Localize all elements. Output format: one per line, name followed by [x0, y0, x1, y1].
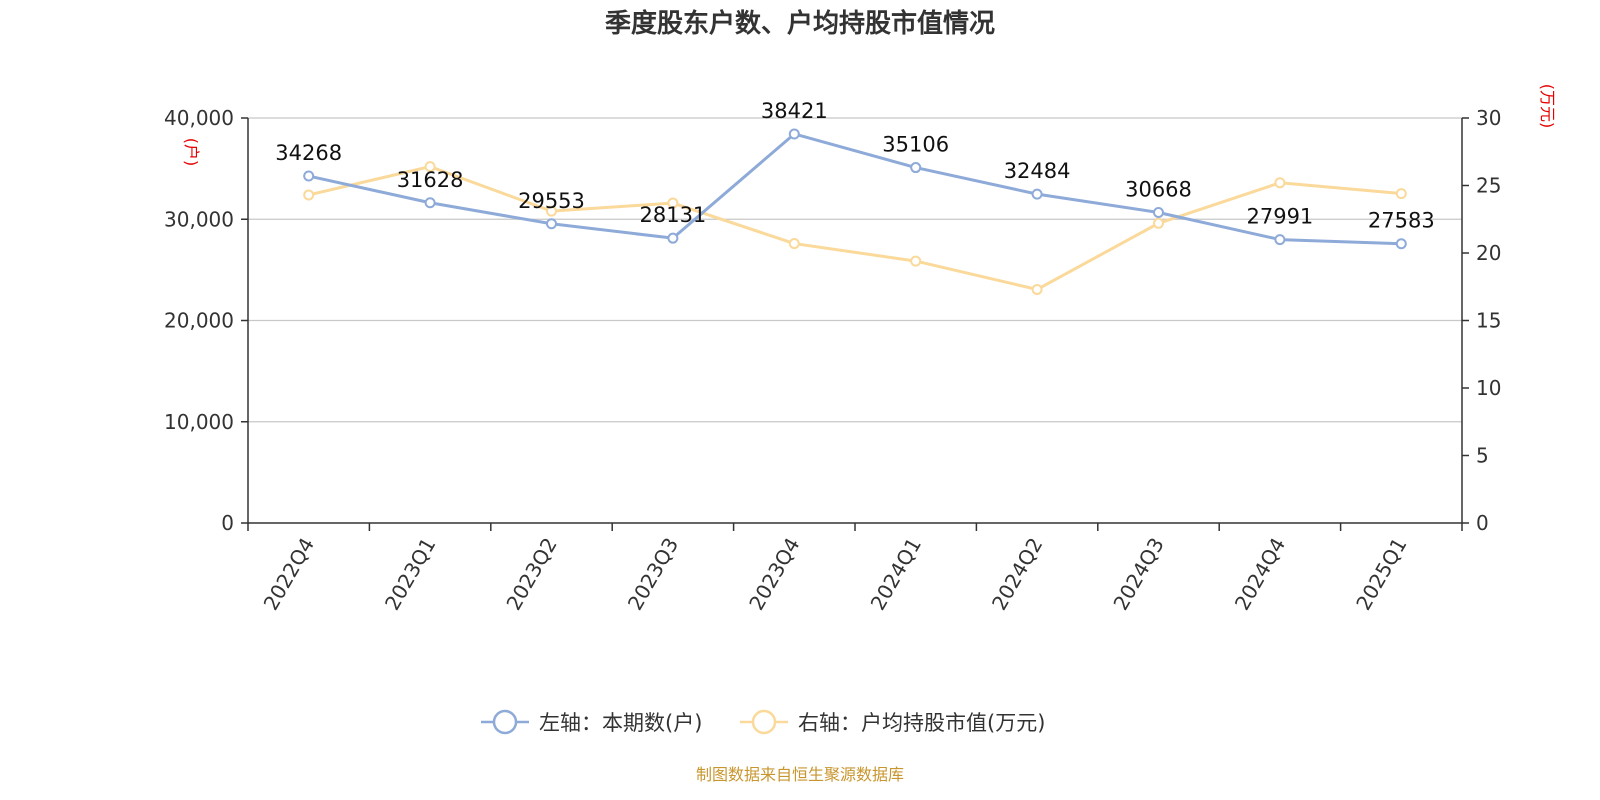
right-axis-tick-label: 20: [1476, 241, 1501, 265]
data-label: 31628: [397, 168, 464, 192]
right-series-point: [910, 255, 922, 267]
legend-right-series-label: 右轴：户均持股市值(万元): [798, 711, 1045, 735]
left-series-point: [910, 162, 922, 174]
right-series-line: [308, 165, 1402, 291]
left-axis-tick-label: 0: [221, 511, 234, 535]
x-axis-tick-label: 2024Q1: [866, 534, 926, 615]
left-axis-tick-label: 30,000: [164, 207, 234, 231]
left-series-point: [1395, 238, 1407, 250]
right-series-point: [1395, 188, 1407, 200]
left-series-point: [424, 197, 436, 209]
right-axis-tick-label: 10: [1476, 376, 1501, 400]
data-label: 27583: [1368, 209, 1435, 233]
data-label: 34268: [275, 141, 342, 165]
left-series-point: [546, 218, 557, 230]
right-series-point: [788, 238, 800, 250]
right-series-point: [1274, 177, 1286, 189]
legend-item-right-series[interactable]: 右轴：户均持股市值(万元): [740, 709, 1045, 735]
right-series-point: [1031, 283, 1043, 295]
chart-title: 季度股东户数、户均持股市值情况: [605, 8, 995, 39]
right-axis-tick-label: 25: [1476, 174, 1501, 198]
right-axis-tick-label: 15: [1476, 309, 1501, 333]
right-series-point: [546, 205, 557, 217]
source-note: 制图数据来自恒生聚源数据库: [696, 765, 904, 784]
right-series-point: [667, 197, 679, 209]
x-axis-tick-label: 2023Q2: [501, 534, 561, 615]
legend-item-left-series[interactable]: 左轴：本期数(户): [481, 709, 702, 735]
data-label: 29553: [518, 189, 585, 213]
data-label: 32484: [1004, 159, 1071, 183]
right-axis-tick-label: 0: [1476, 511, 1489, 535]
left-series-point: [1031, 188, 1043, 200]
x-axis-tick-label: 2024Q3: [1108, 534, 1168, 615]
series-layer: [303, 128, 1407, 295]
left-axis-tick-label: 40,000: [164, 106, 234, 130]
data-label: 27991: [1246, 205, 1313, 229]
data-label: 35106: [882, 133, 949, 157]
left-axis-unit: (户): [182, 138, 201, 167]
right-axis-tick-label: 5: [1476, 444, 1489, 468]
x-axis-tick-label: 2023Q3: [623, 534, 683, 615]
right-series-point: [424, 161, 436, 173]
legend-left-series-label: 左轴：本期数(户): [539, 711, 702, 735]
left-series-point: [667, 232, 679, 244]
right-series-point: [303, 189, 315, 201]
left-series-point: [788, 128, 800, 140]
left-series-line: [308, 132, 1402, 246]
left-series-point: [1153, 206, 1164, 218]
left-axis-tick-label: 10,000: [164, 410, 234, 434]
data-label: 38421: [761, 99, 828, 123]
left-series-point: [1274, 234, 1286, 246]
data-labels: 34268 31628 29553 28131 38421 35106 32484 30668…: [275, 99, 1434, 233]
legend-left-series-marker: [492, 709, 518, 735]
right-axis-tick-label: 30: [1476, 106, 1501, 130]
right-series-point: [1153, 217, 1164, 229]
data-label: 28131: [639, 203, 706, 227]
left-series-point: [303, 170, 315, 182]
legend[interactable]: 左轴：本期数(户) 右轴：户均持股市值(万元): [481, 709, 1045, 735]
x-axis-tick-label: 2024Q2: [987, 534, 1047, 615]
legend-right-series-marker: [751, 709, 777, 735]
x-axis-tick-label: 2022Q4: [259, 534, 319, 615]
data-label: 30668: [1125, 177, 1192, 201]
x-axis-tick-label: 2023Q1: [380, 534, 440, 615]
x-axis-tick-label: 2025Q1: [1351, 534, 1411, 615]
x-axis-tick-label: 2024Q4: [1230, 534, 1290, 615]
left-axis-tick-label: 20,000: [164, 309, 234, 333]
x-axis-tick-label: 2023Q4: [744, 534, 804, 615]
grid-lines: [248, 117, 1462, 423]
right-axis-unit: (万元): [1538, 84, 1557, 129]
